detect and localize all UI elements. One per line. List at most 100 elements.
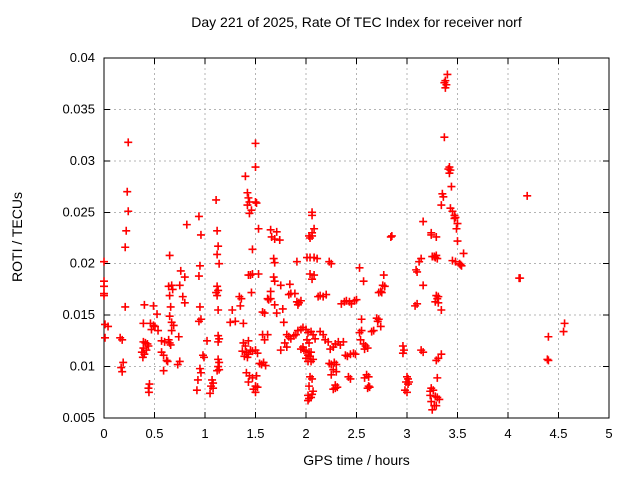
data-point: [117, 363, 126, 372]
data-point: [182, 220, 191, 229]
data-point: [168, 285, 177, 294]
data-point: [403, 388, 411, 397]
data-point: [275, 236, 284, 245]
data-point: [405, 378, 414, 386]
data-point: [169, 321, 178, 330]
data-point: [456, 260, 465, 269]
data-point: [209, 384, 218, 393]
data-point: [305, 382, 314, 391]
data-point: [213, 226, 222, 235]
data-point: [121, 302, 130, 311]
data-point: [427, 230, 436, 239]
data-point: [248, 373, 257, 382]
data-point: [251, 163, 260, 172]
data-point: [263, 330, 272, 339]
data-point: [306, 270, 315, 278]
y-tick-label: 0.015: [62, 307, 95, 322]
data-point: [332, 367, 341, 376]
data-point: [142, 346, 151, 355]
data-point: [266, 287, 275, 296]
data-point: [356, 335, 365, 344]
data-point: [417, 254, 426, 263]
y-tick-label: 0.005: [62, 410, 95, 425]
data-point: [284, 290, 293, 299]
data-point: [180, 273, 189, 282]
data-point: [306, 234, 315, 242]
data-point: [213, 250, 222, 259]
data-point: [165, 291, 174, 300]
data-point: [543, 355, 552, 364]
data-point: [443, 70, 452, 79]
data-point: [144, 342, 153, 350]
data-point: [327, 259, 336, 268]
data-point: [433, 373, 442, 382]
data-point: [104, 322, 113, 331]
data-point: [304, 396, 313, 405]
data-point: [322, 290, 331, 299]
data-point: [176, 266, 185, 275]
data-point: [272, 309, 281, 318]
x-tick-label: 1.5: [246, 426, 264, 441]
data-point: [100, 257, 108, 266]
data-point: [437, 201, 446, 210]
data-point: [226, 318, 235, 327]
data-point: [523, 191, 532, 200]
data-point: [437, 306, 446, 314]
data-point: [196, 315, 205, 324]
data-point: [149, 321, 158, 330]
data-point: [174, 332, 183, 341]
data-point: [153, 310, 162, 319]
data-point: [386, 232, 395, 241]
data-point: [292, 257, 301, 266]
data-point: [434, 298, 443, 307]
data-point: [329, 385, 338, 394]
data-point: [162, 356, 171, 365]
y-tick-label: 0.035: [62, 101, 95, 116]
data-point: [290, 289, 299, 298]
data-point: [359, 277, 368, 286]
data-point: [296, 296, 305, 305]
data-point: [145, 380, 154, 389]
data-point: [253, 383, 262, 392]
data-point: [166, 302, 175, 311]
data-point: [308, 374, 317, 383]
data-point: [149, 301, 158, 310]
data-point: [352, 295, 361, 304]
data-point: [167, 281, 176, 290]
data-point: [433, 254, 442, 263]
data-point: [247, 288, 256, 297]
data-point: [272, 227, 281, 236]
data-point: [118, 335, 127, 344]
data-point: [196, 368, 205, 377]
data-point: [411, 301, 420, 310]
data-point: [139, 319, 148, 328]
x-tick-label: 4: [504, 426, 511, 441]
data-point: [260, 309, 269, 318]
data-point: [203, 336, 212, 345]
data-point: [252, 371, 261, 380]
data-point: [195, 364, 204, 373]
data-point: [241, 342, 250, 350]
y-tick-label: 0.01: [70, 359, 95, 374]
data-point: [165, 251, 174, 260]
data-point: [282, 343, 291, 352]
data-point: [269, 254, 278, 263]
data-point: [450, 214, 459, 223]
x-tick-label: 2: [302, 426, 309, 441]
data-point: [194, 212, 203, 221]
data-point: [166, 340, 175, 349]
data-point: [428, 405, 437, 414]
data-point: [244, 378, 253, 386]
data-point: [192, 386, 201, 395]
data-point: [308, 275, 317, 284]
data-point: [419, 217, 428, 226]
data-point: [559, 327, 568, 336]
data-point: [319, 330, 328, 339]
data-point: [351, 350, 360, 359]
data-point: [178, 292, 187, 301]
data-point: [122, 226, 131, 235]
data-point: [339, 337, 348, 346]
data-point: [427, 397, 436, 406]
y-tick-label: 0.025: [62, 204, 95, 219]
